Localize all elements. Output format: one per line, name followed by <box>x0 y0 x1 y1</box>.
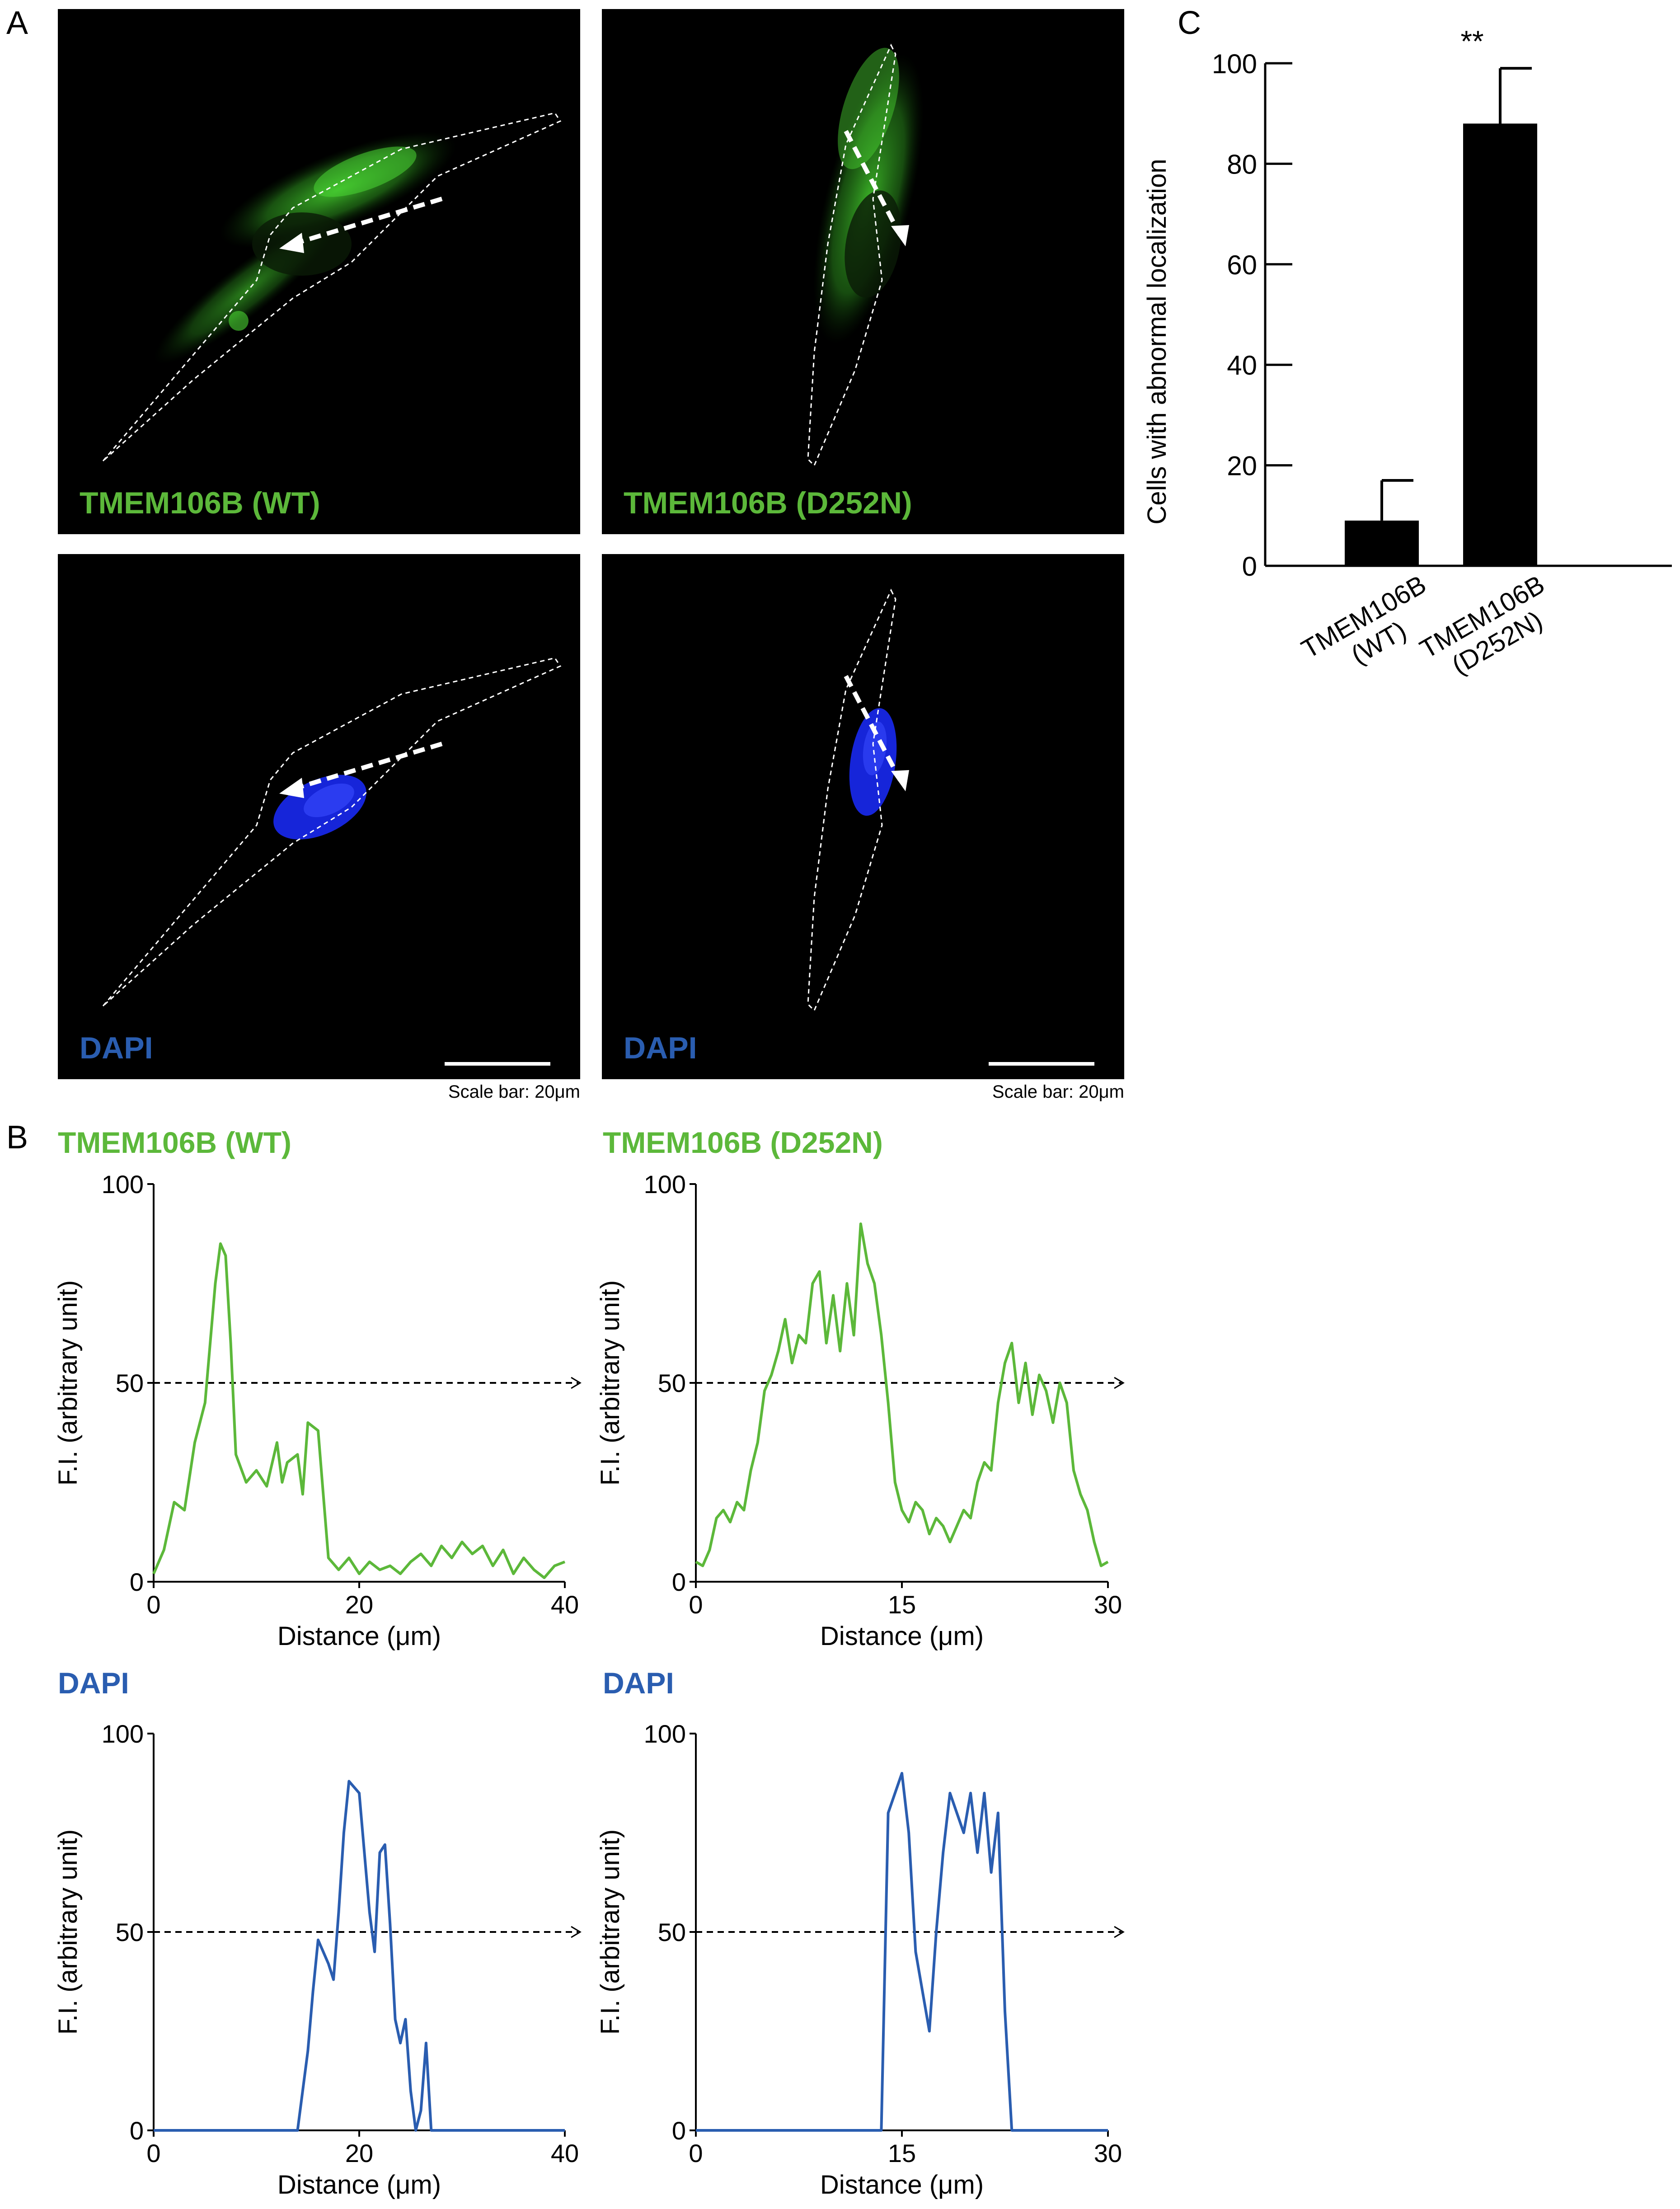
x-axis-label: Distance (μm) <box>277 2170 441 2200</box>
panel-label-a: A <box>6 5 28 41</box>
micrograph-wt-dapi: DAPI <box>58 554 580 1079</box>
x-tick-label: 0 <box>689 1590 703 1619</box>
profile-line <box>152 1242 566 1579</box>
y-tick-label: 0 <box>672 2116 686 2145</box>
x-tick-label: 20 <box>345 1590 373 1619</box>
profile-chart-d252n-dapi: 0 50 100 0 15 30 Distance (μm) F.I. (arbitrary … <box>596 1720 1125 2200</box>
profile-title-wt-dapi: DAPI <box>58 1666 129 1700</box>
y-axis-label: F.I. (arbitrary unit) <box>53 1280 83 1485</box>
category-label: TMEM106B(WT) <box>1296 569 1446 690</box>
panel-label-b: B <box>6 1119 28 1156</box>
profile-title-wt: TMEM106B (WT) <box>58 1126 291 1159</box>
y-tick-label: 100 <box>102 1175 144 1198</box>
profile-line <box>695 1222 1109 1567</box>
scale-bar <box>989 1062 1094 1066</box>
panel-label-c: C <box>1178 5 1201 41</box>
significance-marker: ** <box>1460 24 1483 58</box>
profile-line <box>154 1780 565 2132</box>
cell-image <box>102 657 562 1007</box>
x-tick-label: 15 <box>888 2139 916 2167</box>
bar <box>1463 123 1537 566</box>
x-axis-label: Distance (μm) <box>820 1622 984 1651</box>
x-tick-label: 0 <box>689 2139 703 2167</box>
reference-arrow <box>1114 1377 1125 1389</box>
x-tick-label: 20 <box>345 2139 373 2167</box>
y-tick-label: 0 <box>1242 551 1257 582</box>
y-tick-label: 40 <box>1227 350 1257 381</box>
x-tick-label: 30 <box>1094 1590 1122 1619</box>
y-tick-label: 0 <box>130 2116 144 2145</box>
image-label: TMEM106B (D252N) <box>624 486 912 520</box>
profile-line <box>696 1772 1108 2132</box>
reference-arrow <box>1114 1926 1125 1938</box>
y-axis-label: F.I. (arbitrary unit) <box>596 1829 625 2035</box>
y-tick-label: 20 <box>1227 451 1257 481</box>
profile-title-d252n-dapi: DAPI <box>603 1666 674 1700</box>
x-tick-label: 40 <box>551 1590 579 1619</box>
profile-title-d252n: TMEM106B (D252N) <box>603 1126 883 1159</box>
reference-arrow <box>571 1377 582 1389</box>
x-tick-label: 30 <box>1094 2139 1122 2167</box>
category-label: TMEM106B(D252N) <box>1415 569 1564 690</box>
micrograph-wt-tmem106b: TMEM106B (WT) <box>58 9 580 534</box>
profile-chart-d252n-tmem106b: 0 50 100 0 15 30 Distance (μm) F.I. (arbitrary … <box>596 1175 1125 1651</box>
reference-arrow <box>571 1926 582 1938</box>
profile-chart-wt-dapi: 0 50 100 0 20 40 Distance (μm) F.I. (arbitrary … <box>53 1720 582 2200</box>
x-tick-label: 40 <box>551 2139 579 2167</box>
scale-bar-caption: Scale bar: 20μm <box>992 1082 1124 1102</box>
y-axis-label: Cells with abnormal localization <box>1142 159 1172 524</box>
y-tick-label: 50 <box>116 1918 144 1946</box>
profile-chart-wt-tmem106b: 0 50 100 0 20 40 Distance (μm) F.I. (arbitrary … <box>53 1175 582 1651</box>
micrograph-d252n-tmem106b: TMEM106B (D252N) <box>602 9 1124 534</box>
y-tick-label: 50 <box>116 1369 144 1397</box>
y-tick-label: 50 <box>658 1369 686 1397</box>
y-tick-label: 50 <box>658 1918 686 1946</box>
image-label: TMEM106B (WT) <box>80 486 320 520</box>
image-label: DAPI <box>624 1031 697 1065</box>
scale-bar <box>445 1062 550 1066</box>
x-tick-label: 15 <box>888 1590 916 1619</box>
y-tick-label: 0 <box>130 1568 144 1596</box>
y-tick-label: 80 <box>1227 149 1257 179</box>
scale-bar-caption: Scale bar: 20μm <box>448 1082 580 1102</box>
x-axis-label: Distance (μm) <box>820 2170 984 2200</box>
y-axis-label: F.I. (arbitrary unit) <box>53 1829 83 2035</box>
bar <box>1345 520 1419 566</box>
y-tick-label: 100 <box>102 1720 144 1748</box>
y-tick-label: 100 <box>644 1720 686 1748</box>
y-tick-label: 100 <box>1212 49 1257 79</box>
y-tick-label: 100 <box>644 1175 686 1198</box>
cell-image <box>807 588 909 1012</box>
y-tick-label: 0 <box>672 1568 686 1596</box>
y-axis-label: F.I. (arbitrary unit) <box>596 1280 625 1485</box>
x-tick-label: 0 <box>146 2139 160 2167</box>
x-tick-label: 0 <box>146 1590 160 1619</box>
cell-image <box>807 43 924 467</box>
image-label: DAPI <box>80 1031 153 1065</box>
micrograph-d252n-dapi: DAPI <box>602 554 1124 1079</box>
bar-chart-abnormal-localization: 0 20 40 60 80 100 TMEM106B(WT) TMEM106B(D252N) *… <box>1142 24 1672 690</box>
y-tick-label: 60 <box>1227 250 1257 280</box>
cell-image <box>102 112 562 462</box>
x-axis-label: Distance (μm) <box>277 1622 441 1651</box>
